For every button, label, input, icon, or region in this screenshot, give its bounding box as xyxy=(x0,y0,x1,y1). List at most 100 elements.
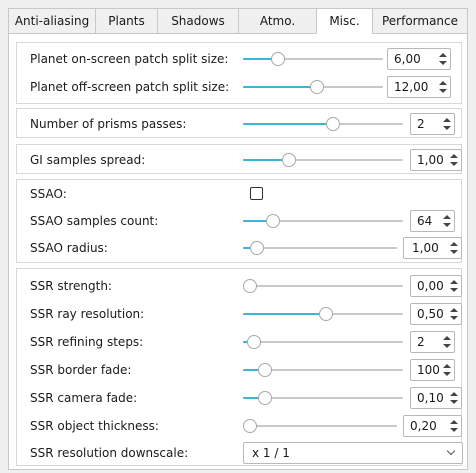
slider-fill xyxy=(243,313,325,315)
ssr-object-thickness-spinbox[interactable]: 0,20 xyxy=(403,415,462,437)
spin-down-icon[interactable] xyxy=(443,126,451,130)
ssao-samples-spinbox[interactable]: 64 xyxy=(410,210,455,232)
ssr-border-fade-slider[interactable] xyxy=(243,359,403,381)
tab-performance[interactable]: Performance xyxy=(372,8,468,34)
slider-handle[interactable] xyxy=(266,214,281,228)
ssao-label: SSAO: xyxy=(30,187,67,201)
spin-down-icon[interactable] xyxy=(450,288,458,292)
slider-handle[interactable] xyxy=(309,80,324,94)
spin-up-icon[interactable] xyxy=(439,53,447,57)
slider-handle[interactable] xyxy=(243,419,257,433)
onscreen-split-row: Planet on-screen patch split size: 6,00 xyxy=(17,48,461,70)
ssr-refining-steps-slider[interactable] xyxy=(243,331,403,353)
spin-up-icon[interactable] xyxy=(439,81,447,85)
spin-up-icon[interactable] xyxy=(450,308,458,312)
spin-down-icon[interactable] xyxy=(450,428,458,432)
spin-up-icon[interactable] xyxy=(450,420,458,424)
spinbox-value[interactable]: 100 xyxy=(417,363,440,377)
spinbox-value[interactable]: 0,00 xyxy=(417,279,444,293)
ssr-downscale-label: SSR resolution downscale: xyxy=(30,446,189,460)
prisms-slider[interactable] xyxy=(243,113,403,135)
slider-handle[interactable] xyxy=(270,52,285,66)
spinbox-value[interactable]: 1,00 xyxy=(412,241,439,255)
ssr-strength-label: SSR strength: xyxy=(30,279,112,293)
spin-up-icon[interactable] xyxy=(450,392,458,396)
ssr-ray-resolution-spinbox[interactable]: 0,50 xyxy=(410,303,462,325)
onscreen-split-spinbox[interactable]: 6,00 xyxy=(387,48,451,70)
spin-down-icon[interactable] xyxy=(450,316,458,320)
ssr-ray-resolution-slider[interactable] xyxy=(243,303,403,325)
spin-down-icon[interactable] xyxy=(443,372,451,376)
slider-handle[interactable] xyxy=(243,279,257,293)
chevron-down-icon[interactable] xyxy=(446,446,456,456)
slider-handle[interactable] xyxy=(257,363,272,377)
gi-spread-spinbox[interactable]: 1,00 xyxy=(410,149,462,171)
tab-shadows[interactable]: Shadows xyxy=(157,8,238,34)
spin-down-icon[interactable] xyxy=(439,61,447,65)
slider-handle[interactable] xyxy=(318,307,333,321)
spinbox-value[interactable]: 2 xyxy=(417,335,425,349)
spinbox-value[interactable]: 64 xyxy=(417,214,433,228)
slider-handle[interactable] xyxy=(250,241,264,255)
slider-handle[interactable] xyxy=(326,117,341,131)
spin-down-icon[interactable] xyxy=(450,250,458,254)
ssr-camera-fade-spinbox[interactable]: 0,10 xyxy=(410,387,462,409)
spin-up-icon[interactable] xyxy=(443,118,451,122)
prisms-spinbox[interactable]: 2 xyxy=(410,113,455,135)
spin-down-icon[interactable] xyxy=(450,162,458,166)
ssr-ray-resolution-label: SSR ray resolution: xyxy=(30,307,145,321)
prisms-label: Number of prisms passes: xyxy=(30,117,187,131)
gi-row: GI samples spread: 1,00 xyxy=(17,149,462,171)
ssr-object-thickness-slider[interactable] xyxy=(243,415,397,437)
offscreen-split-slider[interactable] xyxy=(243,76,383,98)
slider-handle[interactable] xyxy=(282,153,297,167)
tab-anti-aliasing[interactable]: Anti-aliasing xyxy=(8,8,95,34)
spinbox-value[interactable]: 1,00 xyxy=(417,153,444,167)
tab-misc[interactable]: Misc. xyxy=(316,8,372,34)
ssao-radius-spinbox[interactable]: 1,00 xyxy=(403,237,462,259)
spin-down-icon[interactable] xyxy=(439,89,447,93)
gi-spread-slider[interactable] xyxy=(243,149,403,171)
ssr-camera-fade-label: SSR camera fade: xyxy=(30,391,138,405)
slider-handle[interactable] xyxy=(247,335,262,349)
spin-down-icon[interactable] xyxy=(443,223,451,227)
spin-up-icon[interactable] xyxy=(443,336,451,340)
ssao-samples-slider[interactable] xyxy=(243,210,403,232)
spin-down-icon[interactable] xyxy=(450,400,458,404)
spinbox-value[interactable]: 2 xyxy=(417,117,425,131)
tab-plants[interactable]: Plants xyxy=(95,8,157,34)
prisms-group: Number of prisms passes: 2 xyxy=(16,108,462,138)
slider-handle[interactable] xyxy=(257,391,272,405)
ssao-checkbox[interactable] xyxy=(250,187,263,200)
onscreen-split-label: Planet on-screen patch split size: xyxy=(30,52,229,66)
spinbox-value[interactable]: 0,50 xyxy=(417,307,444,321)
ssr-refining-steps-spinbox[interactable]: 2 xyxy=(410,331,455,353)
ssr-downscale-dropdown[interactable]: x 1 / 1 xyxy=(243,442,463,464)
spin-up-icon[interactable] xyxy=(443,215,451,219)
spin-up-icon[interactable] xyxy=(450,154,458,158)
ssr-border-fade-spinbox[interactable]: 100 xyxy=(410,359,455,381)
slider-fill xyxy=(243,86,316,88)
tab-atmo[interactable]: Atmo. xyxy=(238,8,316,34)
ssr-camera-fade-slider[interactable] xyxy=(243,387,403,409)
ssr-camera-fade-row: SSR camera fade: 0,10 xyxy=(17,387,462,409)
ssr-strength-slider[interactable] xyxy=(243,275,403,297)
offscreen-split-spinbox[interactable]: 12,00 xyxy=(387,76,451,98)
spinbox-value[interactable]: 0,10 xyxy=(417,391,444,405)
ssr-object-thickness-row: SSR object thickness: 0,20 xyxy=(17,415,462,437)
onscreen-split-slider[interactable] xyxy=(243,48,383,70)
dropdown-value[interactable]: x 1 / 1 xyxy=(252,446,290,460)
ssr-strength-spinbox[interactable]: 0,00 xyxy=(410,275,462,297)
tab-bar: Anti-aliasing Plants Shadows Atmo. Misc.… xyxy=(8,8,468,34)
slider-fill xyxy=(243,397,264,399)
spin-up-icon[interactable] xyxy=(450,242,458,246)
spinbox-value[interactable]: 0,20 xyxy=(410,419,437,433)
spinbox-value[interactable]: 12,00 xyxy=(394,80,429,94)
spin-up-icon[interactable] xyxy=(450,280,458,284)
ssao-radius-label: SSAO radius: xyxy=(30,241,108,255)
spin-down-icon[interactable] xyxy=(443,344,451,348)
gi-spread-label: GI samples spread: xyxy=(30,153,146,167)
spinbox-value[interactable]: 6,00 xyxy=(394,52,421,66)
spin-up-icon[interactable] xyxy=(443,364,451,368)
ssao-radius-slider[interactable] xyxy=(243,237,397,259)
